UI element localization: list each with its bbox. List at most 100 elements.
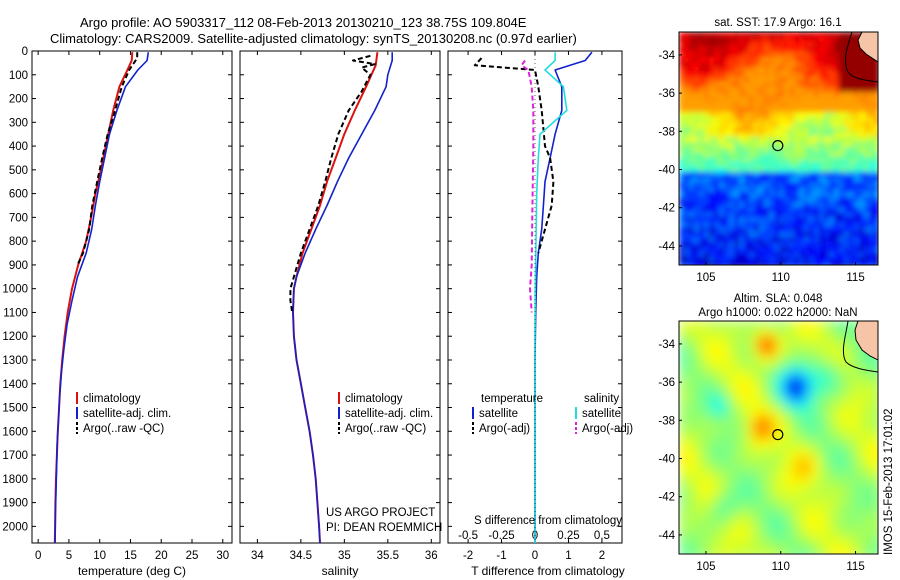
m1-cell xyxy=(789,152,795,158)
m1-cell xyxy=(749,167,755,173)
m2-cell xyxy=(749,391,757,399)
m2-cell xyxy=(798,475,806,483)
m1-cell xyxy=(769,107,775,113)
m2-cell xyxy=(721,342,729,350)
m1-cell xyxy=(749,202,755,208)
m1-cell xyxy=(754,32,760,38)
m1-cell xyxy=(839,142,845,148)
m2-cell xyxy=(770,370,778,378)
m1-cell xyxy=(699,252,705,258)
m1-cell xyxy=(844,157,850,163)
m2-cell xyxy=(791,405,799,413)
m2-cell xyxy=(840,482,848,490)
m1-cell xyxy=(709,42,715,48)
m1-cell xyxy=(709,237,715,243)
m1-cell xyxy=(839,232,845,238)
m1-cell xyxy=(849,207,855,213)
m2-cell xyxy=(728,468,736,476)
m1-cell xyxy=(839,177,845,183)
m1-cell xyxy=(824,42,830,48)
m2-cell xyxy=(875,370,878,378)
m1-cell xyxy=(814,57,820,63)
m1-cell xyxy=(764,52,770,58)
m2-cell xyxy=(763,335,771,343)
m2-cell xyxy=(805,517,813,525)
m1-cell xyxy=(754,192,760,198)
m2-cell xyxy=(700,461,708,469)
m1-cell xyxy=(869,107,875,113)
m1-cell xyxy=(844,162,850,168)
m1-cell xyxy=(779,167,785,173)
m2-cell xyxy=(777,433,785,441)
m2-cell xyxy=(679,405,687,413)
m1-cell xyxy=(794,117,800,123)
m1-cell xyxy=(684,77,690,83)
m1-cell xyxy=(829,122,835,128)
m2-cell xyxy=(707,363,715,371)
m1-cell xyxy=(824,147,830,153)
m1-cell xyxy=(779,257,785,263)
m1-cell xyxy=(799,37,805,43)
m1-cell xyxy=(729,67,735,73)
m1-cell xyxy=(739,112,745,118)
m2-cell xyxy=(735,475,743,483)
m1-cell xyxy=(839,192,845,198)
m2-cell xyxy=(756,489,764,497)
m2-cell xyxy=(847,321,855,329)
m1-cell xyxy=(744,167,750,173)
m1-cell xyxy=(694,252,700,258)
m2-cell xyxy=(742,419,750,427)
m1-cell xyxy=(694,192,700,198)
m2-cell xyxy=(784,538,792,546)
m1-cell xyxy=(809,187,815,193)
m1-cell xyxy=(874,222,878,228)
m1-cell xyxy=(844,192,850,198)
m2-cell xyxy=(763,510,771,518)
m1-cell xyxy=(684,172,690,178)
m2-cell xyxy=(812,475,820,483)
m1-cell xyxy=(754,67,760,73)
m2-cell xyxy=(847,468,855,476)
m1-cell xyxy=(814,122,820,128)
m1-cell xyxy=(679,197,685,203)
m2-cell xyxy=(819,412,827,420)
m1-cell xyxy=(719,77,725,83)
m2-cell xyxy=(791,419,799,427)
m1-cell xyxy=(829,197,835,203)
m1-cell xyxy=(759,87,765,93)
m1-cell xyxy=(694,217,700,223)
m2-cell xyxy=(798,363,806,371)
m2-cell xyxy=(840,524,848,532)
m1-cell xyxy=(749,197,755,203)
m2-cell xyxy=(805,391,813,399)
m1-cell xyxy=(809,32,815,38)
m1-cell xyxy=(764,242,770,248)
m1-cell xyxy=(744,252,750,258)
m1-cell xyxy=(839,137,845,143)
m2-cell xyxy=(784,503,792,511)
m2-cell xyxy=(826,468,834,476)
m2-cell xyxy=(707,321,715,329)
m1-cell xyxy=(749,207,755,213)
m1-cell xyxy=(839,102,845,108)
m1-cell xyxy=(739,97,745,103)
m1-cell xyxy=(759,177,765,183)
m2-cell xyxy=(679,342,687,350)
m1-cell xyxy=(739,67,745,73)
m1-cell xyxy=(824,212,830,218)
m1-cell xyxy=(864,197,870,203)
m2-cell xyxy=(700,426,708,434)
m2-cell xyxy=(728,384,736,392)
m1-cell xyxy=(864,182,870,188)
m2-cell xyxy=(749,440,757,448)
m1-cell xyxy=(839,187,845,193)
m1-cell xyxy=(869,127,875,133)
m1-cell xyxy=(869,227,875,233)
m1-cell xyxy=(859,67,865,73)
m1-cell xyxy=(704,37,710,43)
m2-cell xyxy=(812,356,820,364)
m2-cell xyxy=(763,545,771,553)
m1-cell xyxy=(834,187,840,193)
m1-cell xyxy=(759,202,765,208)
m2-cell xyxy=(819,426,827,434)
